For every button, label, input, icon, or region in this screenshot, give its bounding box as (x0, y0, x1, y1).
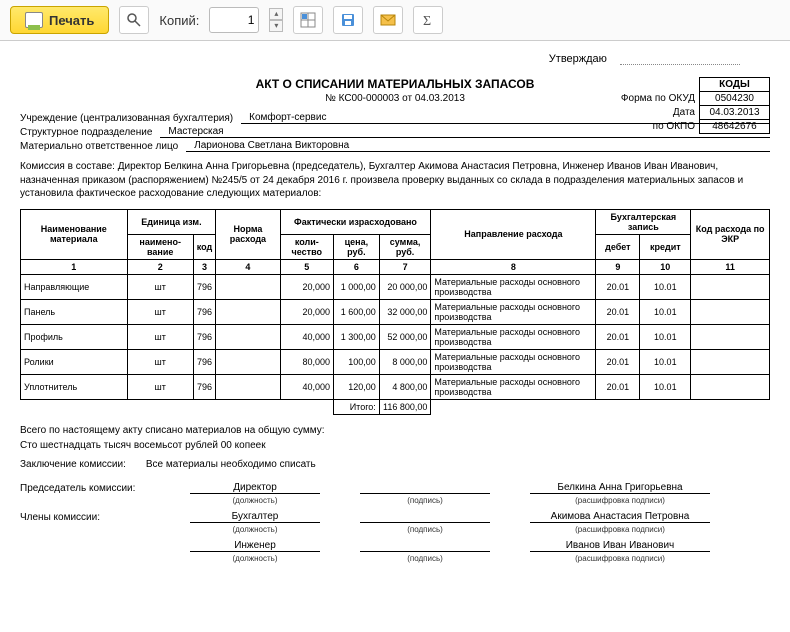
grid-button[interactable] (293, 6, 323, 34)
print-button[interactable]: Печать (10, 6, 109, 34)
svg-text:Σ: Σ (423, 14, 431, 28)
okud-value: 0504230 (700, 92, 770, 106)
summary-line1: Всего по настоящему акту списано материа… (20, 425, 770, 436)
copies-input[interactable] (209, 7, 259, 33)
table-row: Направляющиешт79620,0001 000,0020 000,00… (21, 274, 770, 299)
table-row: Роликишт79680,000100,008 000,00Материаль… (21, 349, 770, 374)
date-value: 04.03.2013 (700, 106, 770, 120)
resp-value: Ларионова Светлана Викторовна (186, 140, 357, 152)
colnum: 9 (596, 259, 640, 274)
summary: Всего по настоящему акту списано материа… (20, 425, 770, 470)
okpo-label: по ОКПО (613, 120, 700, 134)
th-price: цена, руб. (333, 234, 379, 259)
floppy-icon (340, 12, 356, 28)
preview-button[interactable] (119, 6, 149, 34)
resp-label: Материально ответственное лицо (20, 141, 178, 152)
signature-row: Председатель комиссии:ДиректорБелкина Ан… (20, 482, 770, 494)
table-row: Панельшт79620,0001 600,0032 000,00Матери… (21, 299, 770, 324)
colnum: 2 (127, 259, 193, 274)
colnum: 8 (431, 259, 596, 274)
codes-header: КОДЫ (700, 78, 770, 92)
table-row: Уплотнительшт79640,000120,004 800,00Мате… (21, 374, 770, 399)
envelope-icon (380, 12, 396, 28)
title-area: АКТ О СПИСАНИИ МАТЕРИАЛЬНЫХ ЗАПАСОВ № КС… (20, 77, 770, 104)
approve-line (620, 64, 740, 65)
print-label: Печать (49, 13, 94, 28)
th-debit: дебет (596, 234, 640, 259)
th-fact: Фактически израсходовано (280, 209, 431, 234)
approve-label: Утверждаю (549, 53, 607, 65)
signature-row: ИнженерИванов Иван Иванович (20, 540, 770, 552)
colnum: 1 (21, 259, 128, 274)
commission-text: Комиссия в составе: Директор Белкина Анн… (20, 160, 770, 201)
okpo-value: 48642676 (700, 120, 770, 134)
magnifier-icon (126, 12, 142, 28)
spinner-down[interactable]: ▾ (269, 20, 283, 32)
th-acct: Бухгалтерская запись (596, 209, 691, 234)
colnum: 4 (216, 259, 280, 274)
toolbar: Печать Копий: ▴ ▾ Σ (0, 0, 790, 41)
colnum: 7 (379, 259, 431, 274)
spinner-up[interactable]: ▴ (269, 8, 283, 20)
conclusion-text: Все материалы необходимо списать (146, 459, 316, 470)
th-sum: сумма, руб. (379, 234, 431, 259)
colnum: 6 (333, 259, 379, 274)
document-page: Утверждаю АКТ О СПИСАНИИ МАТЕРИАЛЬНЫХ ЗА… (0, 41, 790, 589)
total-label: Итого: (333, 399, 379, 414)
th-credit: кредит (640, 234, 691, 259)
org-value: Комфорт-сервис (241, 112, 381, 124)
main-table: Наименование материала Единица изм. Норм… (20, 209, 770, 415)
th-name: Наименование материала (21, 209, 128, 259)
colnum: 10 (640, 259, 691, 274)
th-unitname: наимено-вание (127, 234, 193, 259)
signature-row: Члены комиссии:БухгалтерАкимова Анастаси… (20, 511, 770, 523)
org-label: Учреждение (централизованная бухгалтерия… (20, 113, 233, 124)
colnum: 5 (280, 259, 333, 274)
th-unitcode: код (193, 234, 215, 259)
total-value: 116 800,00 (379, 399, 431, 414)
approve-block: Утверждаю (20, 53, 770, 65)
colnum: 11 (691, 259, 770, 274)
okud-label: Форма по ОКУД (613, 92, 700, 106)
sum-button[interactable]: Σ (413, 6, 443, 34)
dept-label: Структурное подразделение (20, 127, 152, 138)
th-norm: Норма расхода (216, 209, 280, 259)
save-button[interactable] (333, 6, 363, 34)
summary-line2: Сто шестнадцать тысяч восемьсот рублей 0… (20, 440, 770, 451)
conclusion-label: Заключение комиссии: (20, 459, 126, 470)
colnum: 3 (193, 259, 215, 274)
th-ekr: Код расхода по ЭКР (691, 209, 770, 259)
th-qty: коли-чество (280, 234, 333, 259)
grid-icon (300, 12, 316, 28)
copies-label: Копий: (159, 13, 199, 28)
sigma-icon: Σ (420, 12, 436, 28)
date-label: Дата (613, 106, 700, 120)
th-unit: Единица изм. (127, 209, 216, 234)
printer-icon (25, 12, 43, 28)
signatures: Председатель комиссии:ДиректорБелкина Ан… (20, 482, 770, 563)
codes-table: КОДЫ Форма по ОКУД0504230 Дата04.03.2013… (613, 77, 770, 134)
table-row: Профильшт79640,0001 300,0052 000,00Матер… (21, 324, 770, 349)
th-dir: Направление расхода (431, 209, 596, 259)
dept-value: Мастерская (160, 126, 300, 138)
mail-button[interactable] (373, 6, 403, 34)
copies-spinner: ▴ ▾ (269, 8, 283, 32)
